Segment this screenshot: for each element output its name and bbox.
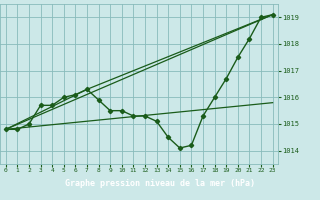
Text: Graphe pression niveau de la mer (hPa): Graphe pression niveau de la mer (hPa) — [65, 178, 255, 188]
